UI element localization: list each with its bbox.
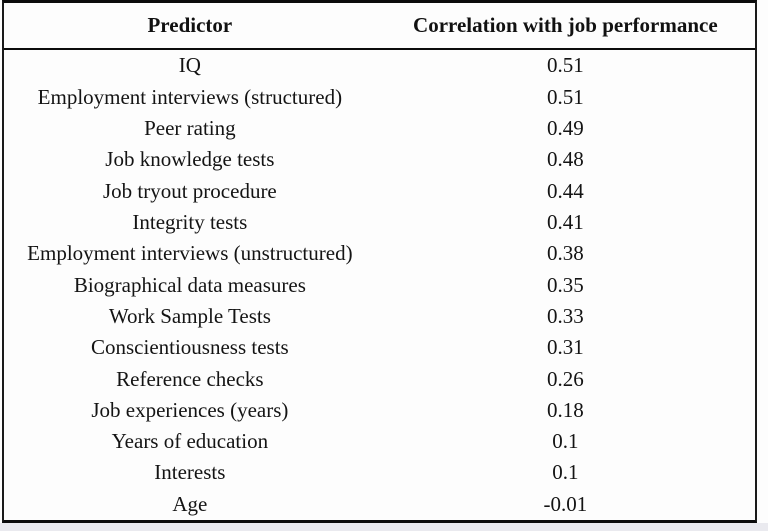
correlation-cell: 0.41: [546, 209, 584, 234]
table-row: Employment interviews (unstructured) 0.3…: [4, 238, 755, 269]
predictor-cell: Peer rating: [144, 116, 236, 141]
table-row: Work Sample Tests 0.33: [4, 301, 755, 332]
predictor-cell: Reference checks: [116, 366, 264, 391]
table-row: Job knowledge tests 0.48: [4, 144, 755, 175]
predictor-cell: IQ: [178, 53, 201, 78]
table-row: Job experiences (years) 0.18: [4, 395, 755, 426]
predictor-cell: Employment interviews (structured): [37, 84, 343, 109]
correlation-table: Predictor Correlation with job performan…: [2, 0, 757, 523]
column-header-predictor: Predictor: [147, 13, 233, 37]
predictor-cell: Work Sample Tests: [108, 303, 271, 328]
predictor-cell: Job tryout procedure: [102, 178, 277, 203]
predictor-correlation-table: Predictor Correlation with job performan…: [4, 3, 755, 520]
table-row: Peer rating 0.49: [4, 113, 755, 144]
table-row: Years of education 0.1: [4, 426, 755, 457]
correlation-cell: 0.49: [546, 116, 584, 141]
predictor-cell: Interests: [154, 460, 226, 485]
correlation-cell: -0.01: [543, 491, 588, 516]
table-body: IQ 0.51 Employment interviews (structure…: [4, 49, 755, 520]
column-header-correlation: Correlation with job performance: [413, 13, 718, 37]
table-row: IQ 0.51: [4, 49, 755, 82]
correlation-cell: 0.51: [546, 53, 584, 78]
predictor-cell: Job knowledge tests: [105, 147, 275, 172]
table-row: Age -0.01: [4, 489, 755, 520]
predictor-cell: Job experiences (years): [91, 397, 289, 422]
correlation-cell: 0.1: [552, 460, 579, 485]
table-row: Interests 0.1: [4, 457, 755, 488]
predictor-cell: Conscientiousness tests: [90, 335, 289, 360]
correlation-cell: 0.38: [546, 241, 584, 266]
correlation-cell: 0.44: [546, 178, 584, 203]
table-row: Biographical data measures 0.35: [4, 269, 755, 300]
table-row: Employment interviews (structured) 0.51: [4, 82, 755, 113]
table-header: Predictor Correlation with job performan…: [4, 3, 755, 49]
correlation-cell: 0.35: [546, 272, 584, 297]
correlation-cell: 0.31: [546, 335, 584, 360]
predictor-cell: Integrity tests: [132, 209, 248, 234]
predictor-cell: Years of education: [111, 429, 269, 454]
correlation-cell: 0.1: [552, 429, 579, 454]
predictor-cell: Employment interviews (unstructured): [27, 241, 353, 266]
correlation-cell: 0.51: [546, 84, 584, 109]
correlation-cell: 0.26: [546, 366, 584, 391]
table-row: Job tryout procedure 0.44: [4, 176, 755, 207]
correlation-cell: 0.48: [546, 147, 584, 172]
predictor-cell: Biographical data measures: [73, 272, 306, 297]
table-row: Integrity tests 0.41: [4, 207, 755, 238]
header-row: Predictor Correlation with job performan…: [4, 3, 755, 49]
predictor-cell: Age: [172, 491, 208, 516]
table-row: Reference checks 0.26: [4, 363, 755, 394]
page-background-strip: [0, 523, 768, 531]
table-row: Conscientiousness tests 0.31: [4, 332, 755, 363]
correlation-cell: 0.33: [546, 303, 584, 328]
correlation-cell: 0.18: [546, 397, 584, 422]
